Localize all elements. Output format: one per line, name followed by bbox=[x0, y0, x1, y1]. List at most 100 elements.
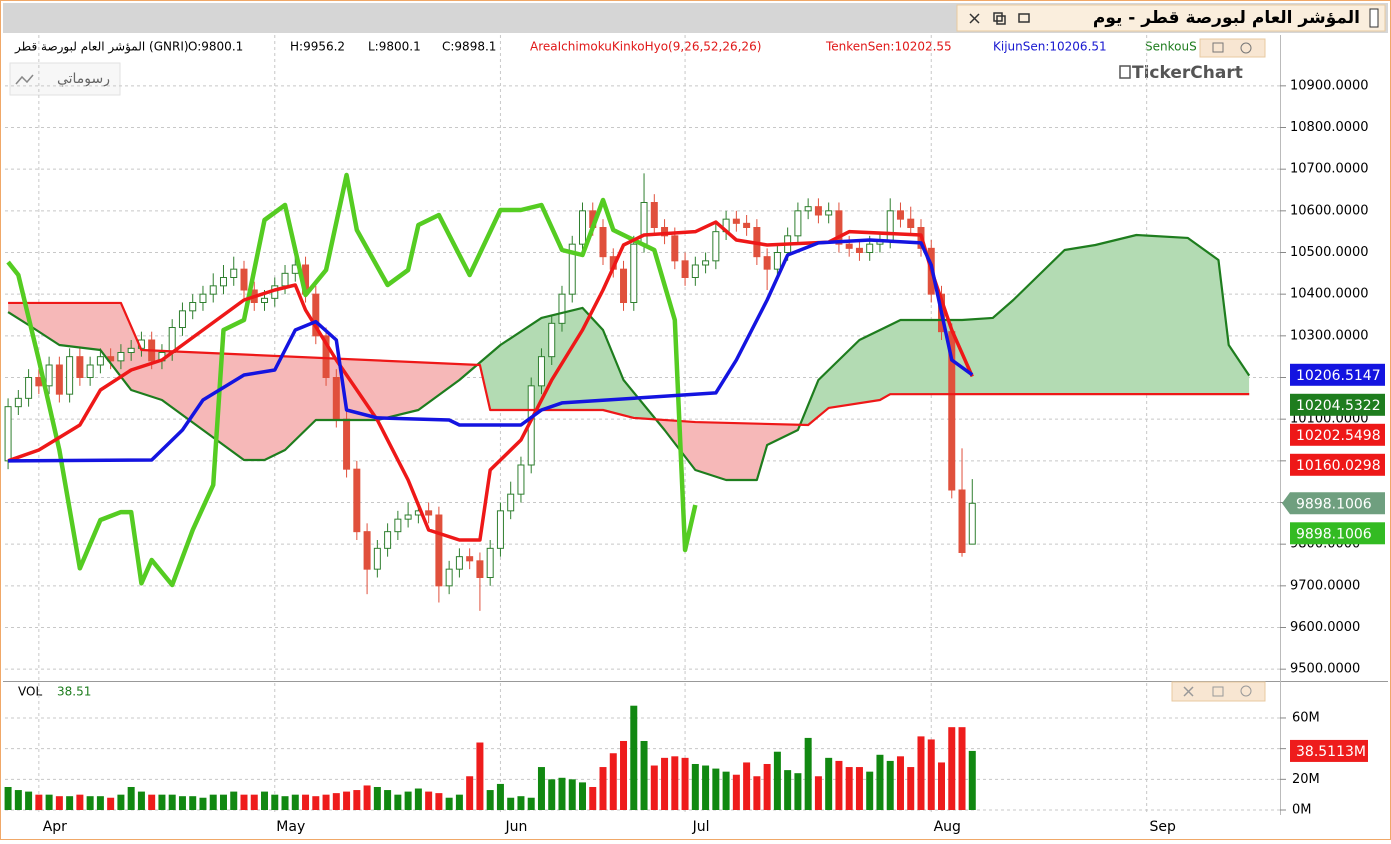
info-text: SenkouS bbox=[1145, 40, 1197, 54]
last-value-label: 10202.5498 bbox=[1296, 428, 1381, 444]
volume-bar bbox=[702, 765, 710, 810]
volume-bar bbox=[148, 794, 156, 810]
settings-icon[interactable] bbox=[1240, 42, 1252, 54]
y-tick-label: 10600.0000 bbox=[1290, 203, 1369, 218]
volume-bar bbox=[96, 796, 104, 810]
volume-bar bbox=[45, 794, 53, 810]
volume-bar bbox=[107, 797, 115, 810]
volume-bar bbox=[640, 740, 648, 810]
y-tick-label: 10700.0000 bbox=[1290, 162, 1369, 177]
volume-bar bbox=[814, 776, 822, 810]
volume-bar bbox=[712, 768, 720, 810]
x-tick-label: May bbox=[276, 819, 305, 835]
drawings-label[interactable]: رسوماتي bbox=[57, 71, 110, 87]
info-text: L:9800.1 bbox=[368, 40, 421, 54]
maximize-icon[interactable] bbox=[1212, 686, 1224, 697]
candle-body bbox=[445, 568, 453, 587]
candle-body bbox=[189, 302, 197, 312]
volume-bar bbox=[312, 796, 320, 810]
y-tick-label: 9600.0000 bbox=[1290, 620, 1360, 635]
volume-last-label: 38.5113M bbox=[1296, 744, 1366, 760]
candle-body bbox=[373, 547, 381, 570]
drawings-button[interactable] bbox=[9, 62, 121, 96]
pin-icon[interactable] bbox=[1018, 13, 1030, 23]
pane-buttons[interactable] bbox=[1199, 38, 1266, 58]
candle-body bbox=[209, 285, 217, 295]
volume-bar bbox=[189, 796, 197, 810]
volume-bar bbox=[476, 742, 484, 810]
volume-bar bbox=[435, 793, 443, 810]
volume-bar bbox=[620, 740, 628, 810]
candle-body bbox=[958, 489, 966, 553]
info-line: المؤشر العام لبورصة قطر (GNRI) O:9800.1 H:… bbox=[14, 40, 1197, 55]
close-icon[interactable] bbox=[969, 13, 980, 24]
volume-bar bbox=[681, 757, 689, 810]
volume-bar bbox=[507, 797, 515, 810]
candle-body bbox=[117, 352, 125, 362]
volume-bar bbox=[599, 767, 607, 810]
volume-bar bbox=[578, 782, 586, 810]
candle-body bbox=[86, 364, 94, 378]
volume-bar bbox=[825, 757, 833, 810]
candle-body bbox=[886, 210, 894, 241]
info-text: AreaIchimokuKinkoHyo(9,26,52,26,26) bbox=[530, 40, 761, 54]
indicator-line bbox=[7, 220, 974, 542]
volume-bar bbox=[127, 786, 135, 810]
candle-body bbox=[568, 243, 576, 295]
last-value-tag bbox=[1282, 492, 1385, 515]
candle-body bbox=[353, 468, 361, 533]
candle-body bbox=[384, 531, 392, 549]
candle-body bbox=[773, 252, 781, 270]
x-tick-label: Aug bbox=[934, 819, 961, 835]
volume-bar bbox=[835, 760, 843, 810]
volume-bar bbox=[209, 794, 217, 810]
volume-bar bbox=[794, 773, 802, 810]
title-checkbox[interactable] bbox=[1369, 8, 1379, 28]
volume-bar bbox=[343, 791, 351, 810]
volume-bar bbox=[158, 794, 166, 810]
candle-body bbox=[907, 218, 915, 229]
volume-bar bbox=[35, 794, 43, 810]
volume-bar bbox=[558, 777, 566, 810]
candle-body bbox=[702, 260, 710, 266]
candle-body bbox=[466, 556, 474, 562]
candle-body bbox=[968, 502, 976, 545]
volume-bar bbox=[414, 788, 422, 810]
volume-bar bbox=[876, 754, 884, 810]
candle-body bbox=[76, 356, 84, 378]
window-buttons[interactable] bbox=[969, 12, 1030, 25]
restore-icon[interactable] bbox=[993, 12, 1003, 22]
logo: TickerChart bbox=[1132, 63, 1243, 83]
last-value-label: 10206.5147 bbox=[1296, 368, 1381, 384]
candle-body bbox=[476, 560, 484, 578]
indicator-line bbox=[8, 238, 974, 463]
logo-icon bbox=[1119, 65, 1131, 79]
volume-bar bbox=[86, 796, 94, 810]
info-text: C:9898.1 bbox=[442, 40, 496, 54]
y-tick-label: 10800.0000 bbox=[1290, 120, 1369, 135]
restore-icon[interactable] bbox=[996, 15, 1006, 25]
maximize-icon[interactable] bbox=[1212, 42, 1224, 53]
volume-bar bbox=[178, 796, 186, 810]
x-tick-label: Sep bbox=[1149, 819, 1176, 835]
close-icon[interactable] bbox=[1183, 686, 1194, 697]
volume-bar bbox=[445, 797, 453, 810]
volume-tick-label: 20M bbox=[1292, 772, 1320, 787]
settings-icon[interactable] bbox=[1240, 685, 1252, 697]
candle-body bbox=[4, 406, 12, 462]
volume-bar bbox=[743, 762, 751, 810]
volume-bar bbox=[896, 756, 904, 810]
candle-body bbox=[455, 556, 463, 570]
indicator-line bbox=[6, 172, 698, 588]
candle-body bbox=[599, 227, 607, 258]
volume-pane-buttons[interactable] bbox=[1171, 681, 1266, 702]
candle-body bbox=[332, 377, 340, 420]
candle-body bbox=[814, 206, 822, 216]
volume-bar bbox=[281, 796, 289, 810]
candle-body bbox=[96, 356, 104, 366]
last-value-tag bbox=[1290, 363, 1385, 386]
volume-tick-label: 0M bbox=[1292, 803, 1312, 818]
volume-bar bbox=[527, 797, 535, 810]
volume-bar bbox=[845, 767, 853, 810]
candle-body bbox=[240, 268, 248, 291]
